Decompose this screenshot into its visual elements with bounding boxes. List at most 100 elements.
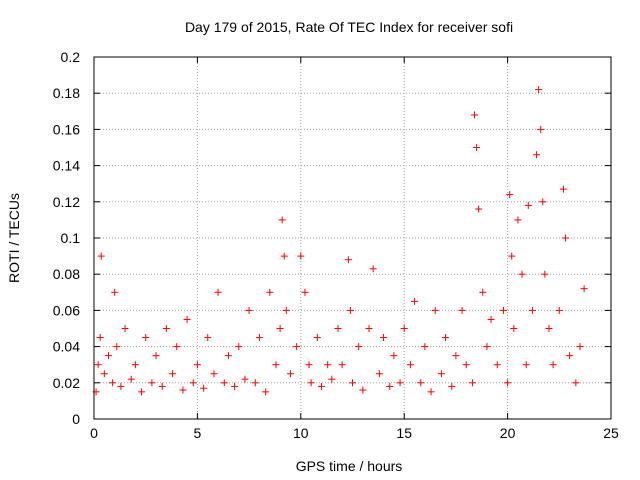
x-tick-label: 15 bbox=[396, 425, 412, 441]
data-point bbox=[487, 315, 495, 323]
data-point bbox=[346, 306, 354, 314]
data-point bbox=[541, 270, 549, 278]
data-point bbox=[262, 388, 270, 396]
data-point bbox=[468, 379, 476, 387]
data-point bbox=[324, 361, 332, 369]
data-point bbox=[390, 352, 398, 360]
data-point bbox=[369, 265, 377, 273]
data-point bbox=[210, 370, 218, 378]
data-point bbox=[100, 370, 108, 378]
data-point bbox=[421, 343, 429, 351]
data-point bbox=[535, 86, 543, 94]
y-tick-label: 0.08 bbox=[53, 266, 80, 282]
data-point bbox=[365, 325, 373, 332]
data-point bbox=[483, 343, 491, 351]
data-point bbox=[266, 288, 274, 296]
data-point bbox=[499, 306, 507, 314]
data-point bbox=[528, 306, 536, 314]
x-tick-label: 0 bbox=[90, 425, 98, 441]
data-point bbox=[375, 370, 383, 378]
data-point bbox=[522, 361, 530, 369]
data-point bbox=[380, 334, 388, 342]
data-points bbox=[92, 86, 588, 396]
data-point bbox=[524, 201, 532, 209]
y-tick-label: 0.12 bbox=[53, 194, 80, 210]
data-point bbox=[510, 325, 518, 332]
data-point bbox=[301, 288, 309, 296]
data-point bbox=[204, 334, 212, 342]
data-point bbox=[293, 343, 301, 351]
data-point bbox=[158, 382, 166, 390]
data-point bbox=[506, 191, 514, 199]
data-point bbox=[214, 288, 222, 296]
data-point bbox=[193, 361, 201, 369]
data-point bbox=[121, 325, 129, 332]
data-point bbox=[104, 352, 112, 360]
data-point bbox=[142, 334, 150, 342]
data-point bbox=[411, 297, 419, 305]
data-point bbox=[539, 198, 547, 206]
data-point bbox=[549, 361, 557, 369]
data-point bbox=[580, 285, 588, 293]
x-axis-label: GPS time / hours bbox=[296, 458, 403, 474]
data-point bbox=[245, 306, 253, 314]
data-point bbox=[386, 382, 394, 390]
data-point bbox=[148, 379, 156, 387]
data-point bbox=[349, 379, 356, 387]
data-point bbox=[452, 352, 460, 360]
data-point bbox=[442, 334, 450, 342]
x-tick-label: 5 bbox=[194, 425, 202, 441]
data-point bbox=[189, 379, 197, 387]
data-point bbox=[152, 352, 160, 360]
data-point bbox=[235, 343, 243, 351]
data-point bbox=[473, 144, 481, 151]
data-point bbox=[355, 343, 363, 351]
data-point bbox=[396, 379, 404, 387]
y-axis-label: ROTI / TECUs bbox=[6, 193, 22, 283]
x-tick-label: 20 bbox=[500, 425, 516, 441]
data-point bbox=[113, 343, 121, 351]
data-point bbox=[566, 352, 574, 360]
axis-ticks bbox=[93, 56, 612, 420]
data-point bbox=[504, 379, 512, 387]
data-point bbox=[572, 379, 580, 387]
y-tick-label: 0.1 bbox=[61, 230, 81, 246]
data-point bbox=[533, 151, 541, 159]
data-point bbox=[280, 252, 288, 260]
x-tick-label: 25 bbox=[603, 425, 619, 441]
data-point bbox=[97, 252, 105, 260]
data-point bbox=[278, 216, 286, 224]
data-point bbox=[431, 306, 439, 314]
data-point bbox=[183, 315, 191, 323]
data-point bbox=[417, 379, 425, 387]
y-tick-label: 0.06 bbox=[53, 302, 80, 318]
data-point bbox=[437, 370, 445, 378]
data-point bbox=[518, 270, 526, 278]
data-point bbox=[400, 325, 408, 332]
data-point bbox=[545, 325, 553, 332]
data-point bbox=[427, 388, 435, 396]
data-point bbox=[111, 288, 119, 296]
data-point bbox=[173, 343, 181, 351]
data-point bbox=[276, 325, 284, 332]
data-point bbox=[555, 306, 563, 314]
data-point bbox=[282, 306, 290, 314]
data-point bbox=[359, 386, 367, 394]
data-point bbox=[179, 386, 187, 394]
y-axis-tick-labels: 0 0.02 0.04 0.06 0.08 0.1 0.12 0.14 0.16 0.18 0.2 bbox=[53, 49, 80, 427]
data-point bbox=[576, 343, 584, 351]
y-tick-label: 0.2 bbox=[61, 49, 81, 65]
data-point bbox=[508, 252, 516, 260]
data-point bbox=[117, 382, 125, 390]
y-tick-label: 0.04 bbox=[53, 339, 80, 355]
data-point bbox=[251, 379, 259, 387]
data-point bbox=[471, 111, 479, 119]
data-point bbox=[344, 256, 352, 264]
data-point bbox=[131, 361, 139, 369]
data-point bbox=[328, 375, 336, 383]
data-point bbox=[313, 334, 321, 342]
data-point bbox=[272, 361, 280, 369]
data-point bbox=[338, 361, 346, 369]
data-point bbox=[224, 352, 232, 360]
